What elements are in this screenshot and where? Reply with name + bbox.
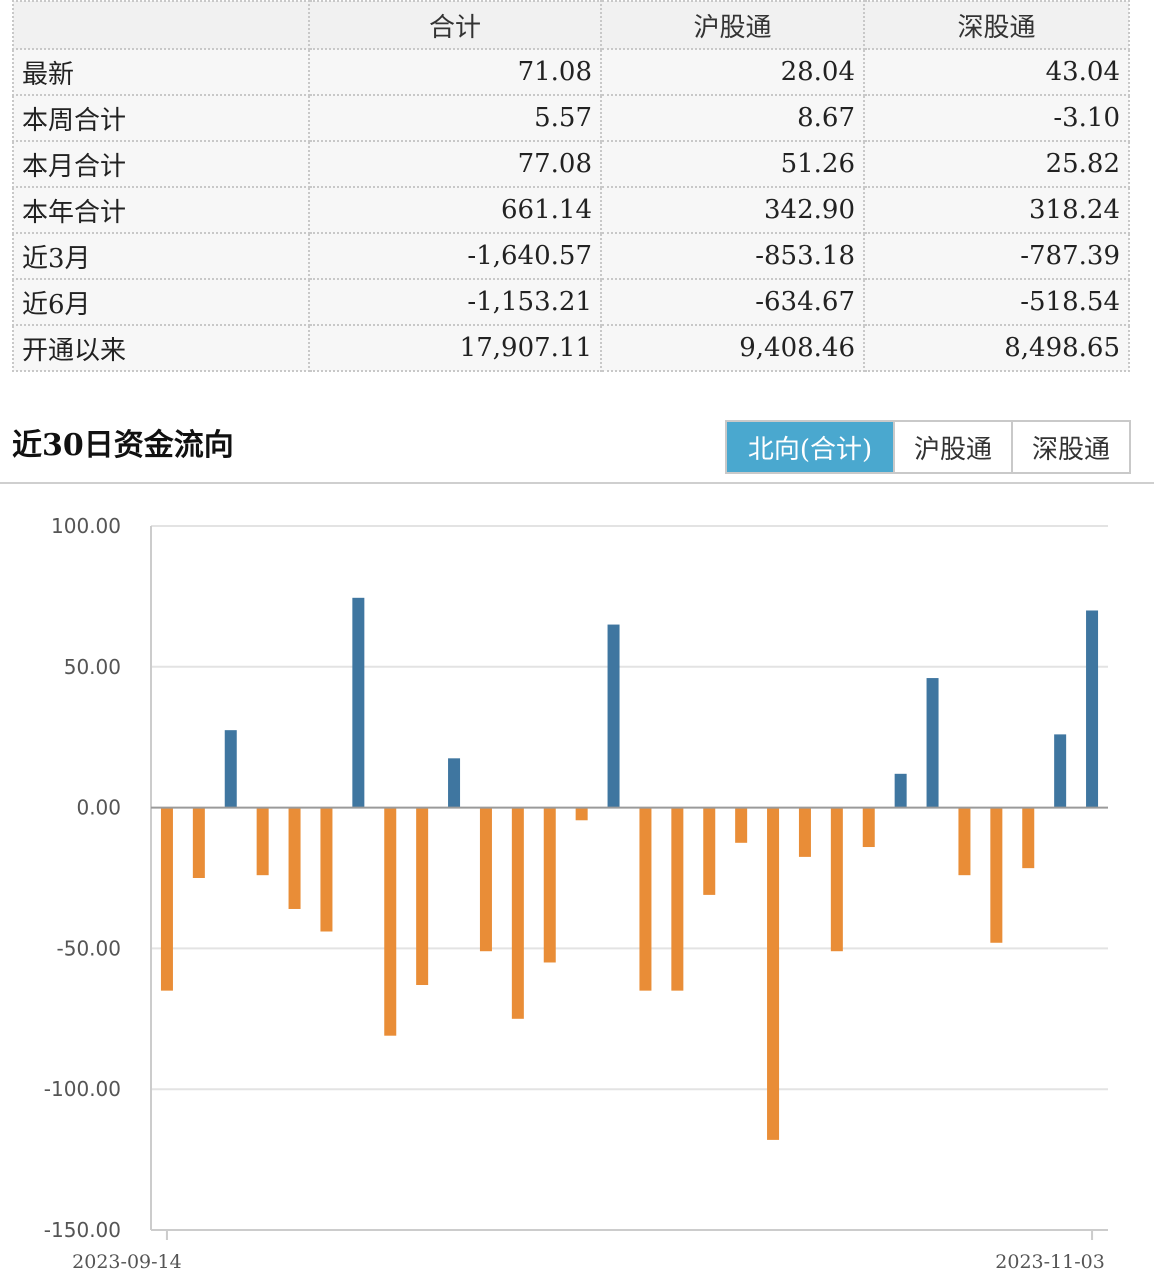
bar [671,807,684,991]
bar [990,807,1003,943]
bar [160,807,173,991]
bar [703,807,716,895]
x-tick-label-first: 2023-09-14 [72,1251,182,1273]
cell-total: -1,153.21 [308,278,602,326]
header-empty [12,0,310,50]
table-row: 近3月 -1,640.57 -853.18 -787.39 [12,232,1130,280]
bar [607,624,620,808]
row-label: 最新 [12,48,310,96]
summary-table-wrapper: 合计 沪股通 深股通 最新 71.08 28.04 43.04 本周合计 5.57 8.67… [12,0,1130,372]
cell-shanghai: 8.67 [600,94,865,142]
bar [830,807,843,952]
bar [224,730,237,808]
cell-shenzhen: 25.82 [863,140,1130,188]
cell-shanghai: -634.67 [600,278,865,326]
y-tick-label: 50.00 [64,655,121,679]
cell-shanghai: 342.90 [600,186,865,234]
bar [192,807,205,878]
header-total: 合计 [308,0,602,50]
cell-total: 661.14 [308,186,602,234]
cell-shenzhen: -787.39 [863,232,1130,280]
cell-shanghai: 9,408.46 [600,324,865,372]
cell-shenzhen: 43.04 [863,48,1130,96]
bar [1022,807,1035,869]
cell-shenzhen: -518.54 [863,278,1130,326]
bar [320,807,333,932]
cell-shenzhen: 318.24 [863,186,1130,234]
bar [543,807,556,963]
bar [352,597,365,808]
bar [511,807,524,1019]
bar [767,807,780,1140]
y-tick-label: 0.00 [76,796,121,820]
table-row: 本周合计 5.57 8.67 -3.10 [12,94,1130,142]
tab-northbound-total[interactable]: 北向(合计) [727,422,893,472]
bar [384,807,397,1036]
bar [575,807,588,821]
table-row: 本月合计 77.08 51.26 25.82 [12,140,1130,188]
row-label: 本月合计 [12,140,310,188]
bar [862,807,875,848]
y-tick-label: 100.00 [51,514,121,538]
row-label: 近6月 [12,278,310,326]
row-label: 本周合计 [12,94,310,142]
header-shenzhen: 深股通 [863,0,1130,50]
row-label: 本年合计 [12,186,310,234]
tab-shenzhen-connect[interactable]: 深股通 [1011,422,1129,472]
bar [416,807,429,986]
table-header-row: 合计 沪股通 深股通 [12,0,1130,50]
row-label: 近3月 [12,232,310,280]
bar [448,758,461,808]
bar [1054,734,1067,808]
cell-total: 71.08 [308,48,602,96]
bar [256,807,269,876]
bar [798,807,811,857]
bar [958,807,971,876]
bar [288,807,301,909]
fund-flow-bar-chart: 100.00 50.00 0.00 -50.00 -100.00 -150.00 2023-… [44,514,1108,1273]
y-tick-label: -100.00 [44,1077,121,1101]
bar [479,807,492,952]
cell-total: 17,907.11 [308,324,602,372]
bar [894,773,907,808]
cell-shanghai: 28.04 [600,48,865,96]
table-row: 本年合计 661.14 342.90 318.24 [12,186,1130,234]
cell-total: -1,640.57 [308,232,602,280]
section-divider [0,482,1154,484]
section-title: 近30日资金流向 [12,428,234,463]
cell-shenzhen: 8,498.65 [863,324,1130,372]
table-row: 开通以来 17,907.11 9,408.46 8,498.65 [12,324,1130,372]
summary-table: 合计 沪股通 深股通 最新 71.08 28.04 43.04 本周合计 5.57 8.67… [12,0,1130,372]
row-label: 开通以来 [12,324,310,372]
y-tick-label: -150.00 [44,1218,121,1242]
bar [735,807,748,843]
table-row: 近6月 -1,153.21 -634.67 -518.54 [12,278,1130,326]
cell-total: 77.08 [308,140,602,188]
bar [639,807,652,991]
flow-tabs: 北向(合计) 沪股通 深股通 [725,420,1131,474]
cell-shanghai: -853.18 [600,232,865,280]
x-tick-label-last: 2023-11-03 [995,1251,1105,1273]
table-row: 最新 71.08 28.04 43.04 [12,48,1130,96]
bar [1086,610,1099,808]
tab-shanghai-connect[interactable]: 沪股通 [893,422,1011,472]
y-tick-label: -50.00 [57,936,121,960]
cell-shanghai: 51.26 [600,140,865,188]
cell-shenzhen: -3.10 [863,94,1130,142]
cell-total: 5.57 [308,94,602,142]
bar [926,678,939,808]
header-shanghai: 沪股通 [600,0,865,50]
